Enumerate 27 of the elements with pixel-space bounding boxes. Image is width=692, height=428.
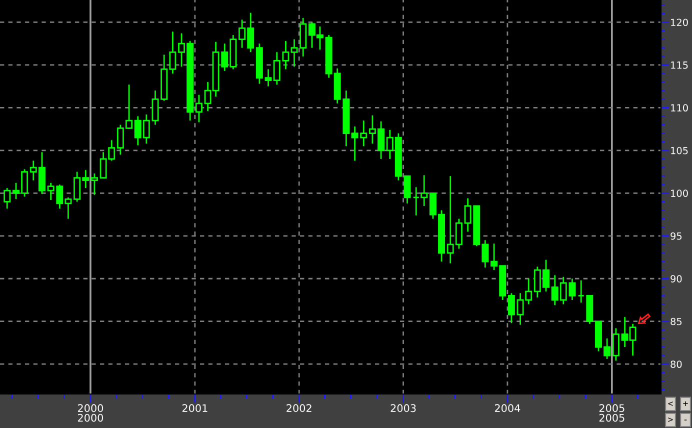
text: < [668,401,673,406]
x-tick-label: 2003 [390,404,416,412]
x-tick-label: 2005 2005 [599,404,624,422]
candlestick [300,17,307,58]
x-tick-label: 2001 [182,404,208,412]
y-tick-label: 95 [670,232,682,240]
y-tick-label: 120 [671,18,688,26]
candlestick [90,172,98,196]
y-tick-label: 105 [671,146,688,154]
candlestick [4,187,11,210]
candlestick [195,94,202,123]
y-tick-label: 85 [670,318,682,326]
text: + [683,401,688,406]
x-tick-label: 2004 [494,404,520,412]
y-tick-label: 90 [670,275,682,282]
text: > [668,417,673,422]
y-tick-label: 100 [671,190,688,197]
candlestick [578,280,585,304]
y-tick-label: 80 [670,360,682,368]
candlestick [508,292,515,324]
candlestick [290,38,298,68]
x-tick-label: 2002 [286,404,312,412]
x-tick-label: 2000 2000 [78,404,104,422]
candlestick [612,327,620,362]
candlestick [404,175,411,204]
y-tick-label: 115 [671,62,688,69]
y-tick-label: 110 [671,104,688,112]
